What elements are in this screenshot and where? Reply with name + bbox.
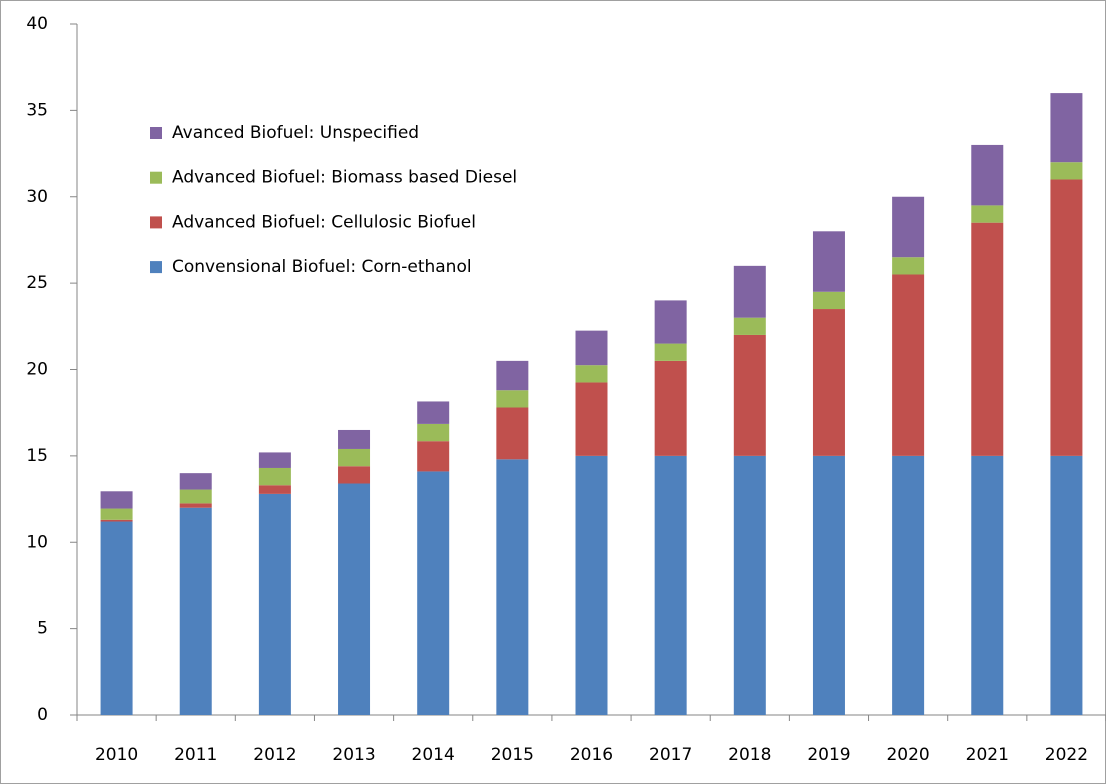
x-tick-label: 2020	[886, 745, 929, 765]
bar-segment	[496, 459, 529, 715]
bar-segment	[654, 455, 687, 715]
y-tick-label: 30	[26, 187, 48, 207]
y-tick-label: 5	[37, 619, 48, 639]
x-tick-label: 2013	[332, 745, 375, 765]
bar-segment	[496, 407, 529, 460]
x-tick-label: 2011	[174, 745, 217, 765]
bar-segment	[258, 485, 291, 494]
bar-segment	[100, 521, 133, 715]
legend-label: Avanced Biofuel: Unspecified	[172, 123, 419, 143]
bar-segment	[971, 205, 1004, 223]
bar-segment	[812, 231, 845, 292]
bar-segment	[733, 455, 766, 715]
bar-segment	[892, 196, 925, 258]
bar-segment	[733, 265, 766, 318]
bar-segment	[496, 360, 529, 391]
bar-segment	[892, 274, 925, 456]
y-tick-label: 10	[26, 532, 48, 552]
bar-segment	[892, 455, 925, 715]
bar-segment	[179, 507, 212, 715]
bar-segment	[971, 222, 1004, 456]
bar-segment	[654, 343, 687, 361]
bar-segment	[338, 448, 371, 467]
bar-segment	[812, 455, 845, 715]
bar-segment	[971, 144, 1004, 206]
bar-segment	[258, 467, 291, 486]
bar-segment	[100, 491, 133, 509]
bar-segment	[417, 401, 450, 424]
bar-segment	[575, 455, 608, 715]
bar-segment	[812, 291, 845, 310]
y-tick-label: 20	[26, 360, 48, 380]
x-tick-label: 2022	[1045, 745, 1088, 765]
x-tick-label: 2014	[412, 745, 455, 765]
bar-segment	[654, 300, 687, 344]
bar-segment	[179, 473, 212, 490]
bar-segment	[338, 429, 371, 449]
x-tick-label: 2015	[491, 745, 534, 765]
bar-segment	[1050, 179, 1083, 456]
bar-segment	[417, 423, 450, 442]
bar-segment	[338, 483, 371, 715]
legend-swatch	[150, 216, 162, 229]
bar-segment	[338, 466, 371, 484]
bar-segment	[892, 257, 925, 275]
bar-segment	[179, 489, 212, 504]
bar-segment	[575, 382, 608, 456]
y-tick-label: 25	[26, 273, 48, 293]
x-tick-label: 2010	[95, 745, 138, 765]
bar-segment	[179, 503, 212, 508]
bar-segment	[575, 365, 608, 383]
bar-segment	[812, 309, 845, 456]
legend-label: Advanced Biofuel: Cellulosic Biofuel	[172, 212, 476, 232]
bar-segment	[496, 390, 529, 408]
y-tick-label: 15	[26, 446, 48, 466]
legend-label: Convensional Biofuel: Corn-ethanol	[172, 257, 472, 277]
x-tick-label: 2018	[728, 745, 771, 765]
bar-segment	[575, 330, 608, 366]
y-tick-label: 0	[37, 705, 48, 725]
legend-swatch	[150, 261, 162, 274]
bar-segment	[258, 452, 291, 468]
bar-segment	[1050, 162, 1083, 180]
bar-segment	[1050, 93, 1083, 163]
bar-segment	[417, 471, 450, 715]
legend-label: Advanced Biofuel: Biomass based Diesel	[172, 168, 517, 188]
bar-segment	[1050, 455, 1083, 715]
bar-segment	[971, 455, 1004, 715]
bar-segment	[100, 519, 133, 522]
bar-segment	[733, 334, 766, 456]
x-tick-label: 2016	[570, 745, 613, 765]
y-tick-label: 35	[26, 100, 48, 120]
bar-segment	[258, 493, 291, 715]
y-tick-label: 40	[26, 14, 48, 34]
x-tick-label: 2017	[649, 745, 692, 765]
legend-swatch	[150, 171, 162, 184]
x-tick-label: 2021	[966, 745, 1009, 765]
bar-segment	[654, 360, 687, 456]
bar-segment	[417, 441, 450, 472]
legend-swatch	[150, 127, 162, 139]
x-tick-label: 2012	[253, 745, 296, 765]
bar-segment	[733, 317, 766, 335]
x-tick-label: 2019	[807, 745, 850, 765]
bar-segment	[100, 508, 133, 520]
